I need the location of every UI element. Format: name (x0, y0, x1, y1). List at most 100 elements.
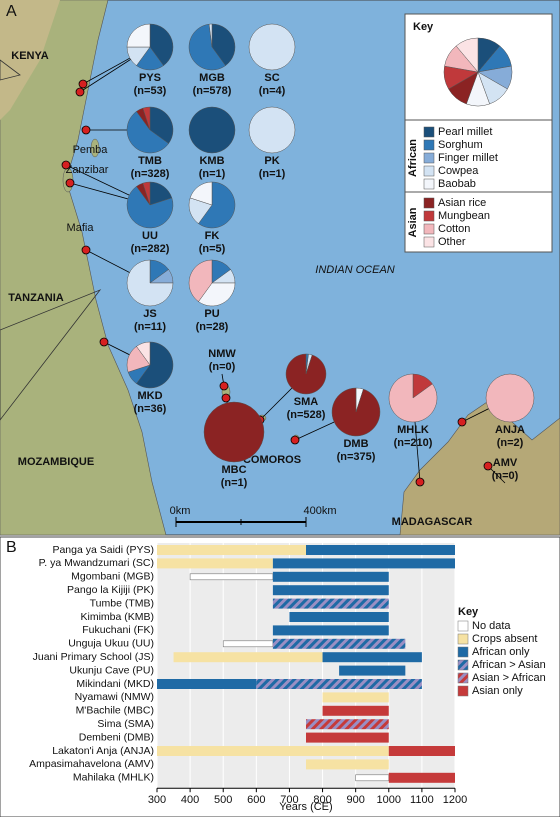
segment (306, 759, 389, 770)
legend-swatch (457, 646, 469, 658)
site-name: MGB (199, 72, 225, 84)
site-name: DMB (343, 438, 368, 450)
row-label: Fukuchani (FK) (82, 624, 154, 636)
x-axis-label: Years (CE) (279, 801, 332, 813)
pie-slice (248, 106, 296, 154)
panel-label: A (6, 3, 17, 20)
site-name: MKD (137, 390, 162, 402)
pie-slice (198, 181, 236, 229)
key-swatch (423, 178, 435, 190)
site-dot (65, 178, 75, 188)
segment (272, 625, 389, 636)
x-tick-label: 1200 (443, 794, 467, 806)
segment (306, 719, 389, 730)
row-label: Pango la Kijiji (PK) (67, 584, 154, 596)
site-name: SMA (294, 396, 319, 408)
key-swatch (423, 126, 435, 138)
legend-label: African only (472, 646, 530, 658)
x-tick-label: 700 (280, 794, 298, 806)
pie-slice (455, 37, 479, 73)
map-label: MADAGASCAR (392, 516, 473, 528)
key-label: Pearl millet (438, 126, 492, 138)
row-label: Nyamawi (NMW) (75, 691, 154, 703)
site-name: SC (264, 72, 279, 84)
map-label: INDIAN OCEAN (315, 264, 395, 276)
row-label: Unguja Ukuu (UU) (68, 638, 154, 650)
segment (157, 545, 306, 555)
segment (222, 640, 274, 648)
segment (388, 772, 455, 783)
key-swatch (423, 210, 435, 222)
segment (272, 598, 389, 609)
pie-slice (136, 341, 174, 389)
pie-slice (189, 181, 213, 206)
site-name: PYS (139, 72, 161, 84)
site-dot (81, 245, 91, 255)
site-name: PK (264, 155, 279, 167)
pie-slice (149, 106, 174, 144)
pie-slice (285, 353, 327, 395)
key-swatch (423, 165, 435, 177)
site-name: FK (205, 230, 220, 242)
key-swatch (423, 236, 435, 248)
segment (157, 558, 273, 569)
row-label: Ukunju Cave (PU) (69, 664, 154, 676)
pie-slice (142, 106, 151, 131)
segment (157, 746, 389, 756)
map-label: TANZANIA (8, 292, 63, 304)
site-dot (483, 461, 493, 471)
x-tick-label: 1100 (410, 794, 434, 806)
segment (306, 545, 455, 555)
site-dot (457, 417, 467, 427)
site-n: (n=528) (287, 409, 326, 421)
site-n: (n=53) (134, 85, 167, 97)
key-group: Asian (407, 207, 419, 237)
key-label: Cotton (438, 223, 470, 235)
legend-label: Crops absent (472, 633, 537, 645)
key-swatch (423, 223, 435, 235)
key-label: Other (438, 236, 466, 248)
site-n: (n=375) (337, 451, 376, 463)
x-tick-label: 300 (148, 794, 166, 806)
map-label: Zanzibar (66, 164, 109, 176)
row-label: Sima (SMA) (97, 718, 154, 730)
map-label: Pemba (73, 144, 109, 156)
site-name: TMB (138, 155, 162, 167)
site-name: MBC (221, 464, 246, 476)
legend-swatch (457, 672, 469, 684)
pie-slice (248, 23, 296, 71)
site-n: (n=1) (259, 168, 286, 180)
x-tick-label: 600 (247, 794, 265, 806)
legend-swatch (457, 659, 469, 671)
row-label: Kimimba (KMB) (80, 611, 154, 623)
pie-slice (388, 373, 438, 423)
row-label: Lakaton'i Anja (ANJA) (52, 745, 154, 757)
key-swatch (423, 152, 435, 164)
site-n: (n=1) (221, 477, 248, 489)
legend-label: African > Asian (472, 659, 546, 671)
x-tick-label: 400 (181, 794, 199, 806)
island (90, 138, 100, 158)
row-label: Dembeni (DMB) (79, 731, 154, 743)
scale-label: 400km (303, 505, 336, 517)
site-name: ANJA (495, 424, 525, 436)
site-name: AMV (493, 457, 518, 469)
pie-slice (142, 181, 151, 206)
key-label: Cowpea (438, 165, 479, 177)
row-label: Ampasimahavelona (AMV) (29, 758, 154, 770)
legend-swatch (457, 685, 469, 697)
site-name: NMW (208, 348, 236, 360)
segment (272, 638, 406, 649)
map-label: KENYA (11, 50, 49, 62)
segment (256, 679, 422, 689)
site-name: KMB (199, 155, 224, 167)
row-label: Mahilaka (MHLK) (73, 772, 154, 784)
map-label: Mafia (67, 222, 95, 234)
segment (322, 705, 389, 716)
site-dot (221, 393, 231, 403)
segment (289, 612, 389, 622)
row-label: Mikindani (MKD) (76, 678, 154, 690)
map-label: COMOROS (243, 454, 301, 466)
row-label: M'Bachile (MBC) (76, 705, 154, 717)
key-group: African (407, 139, 419, 177)
